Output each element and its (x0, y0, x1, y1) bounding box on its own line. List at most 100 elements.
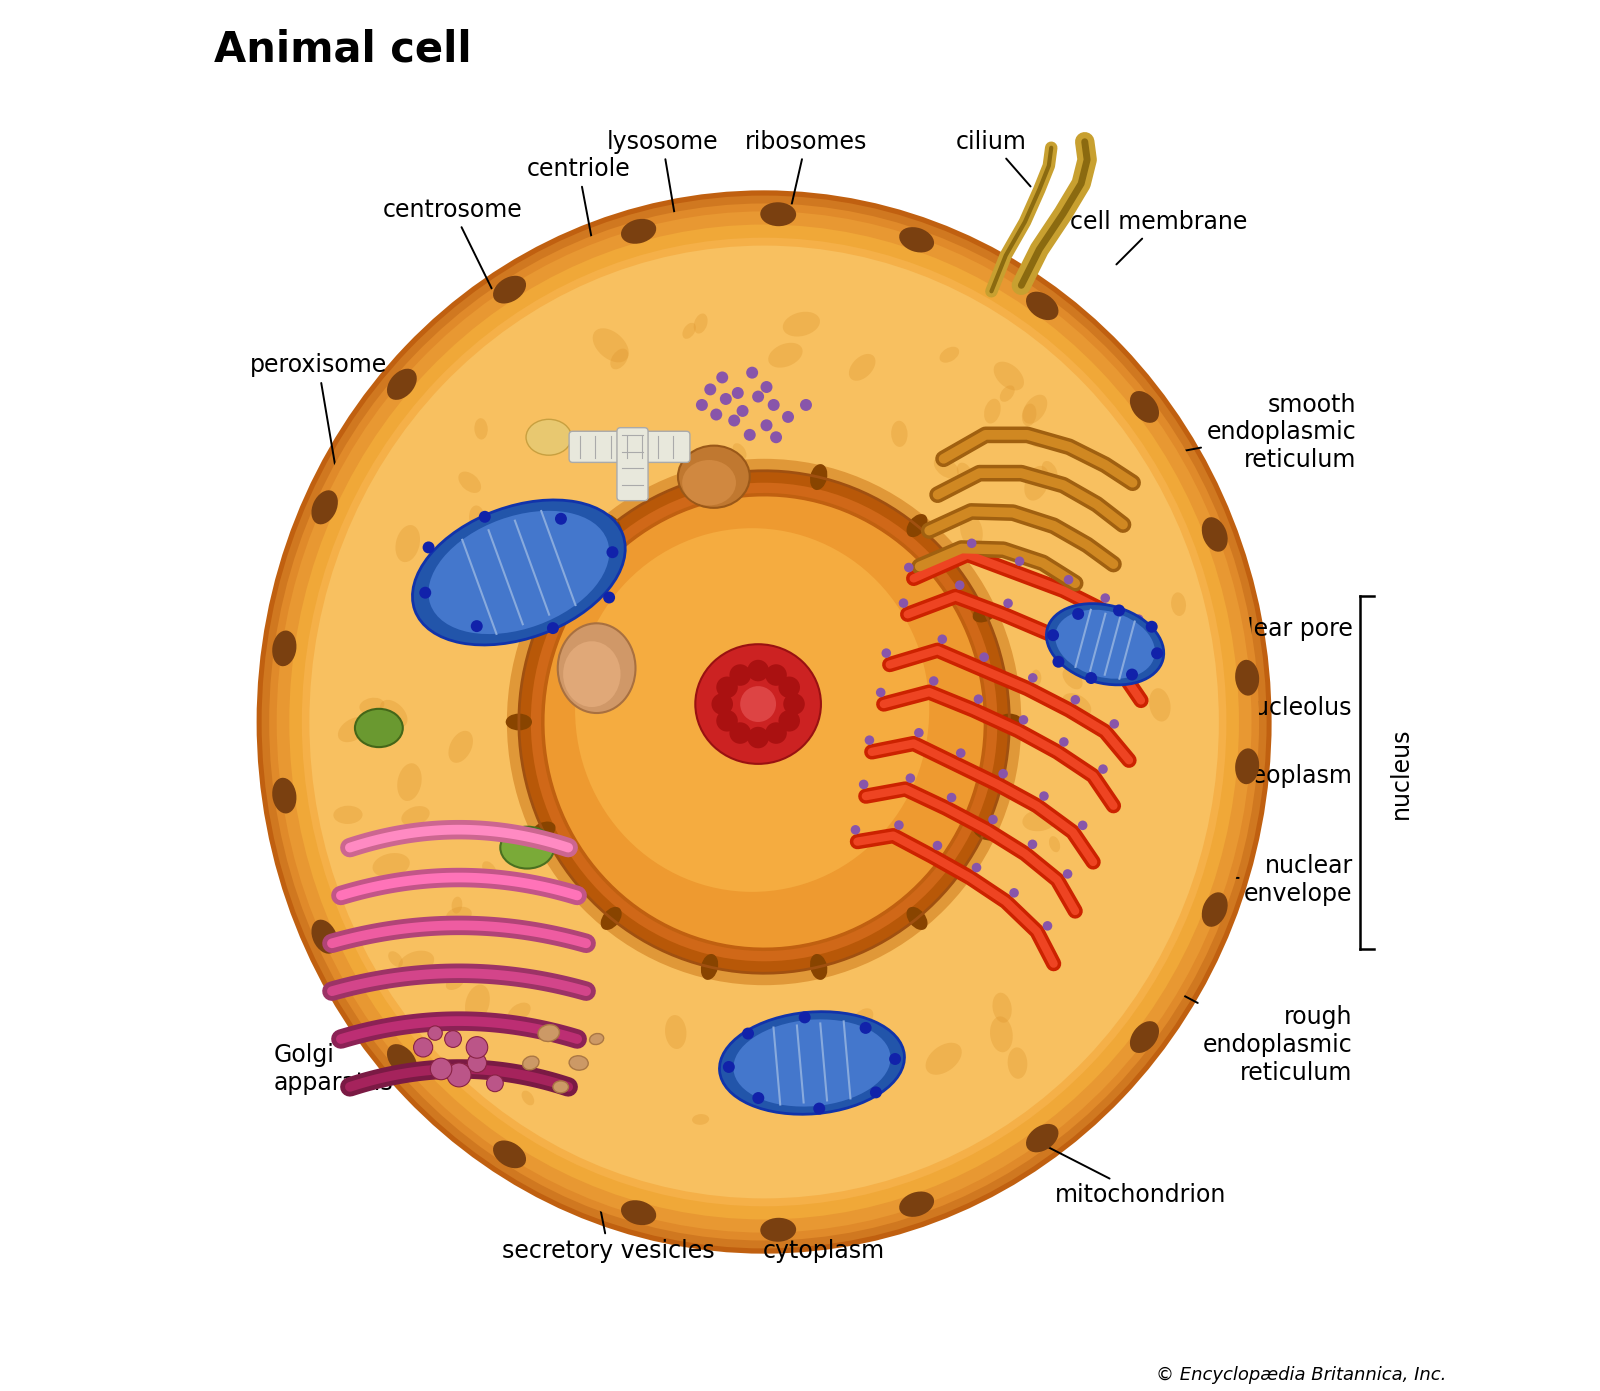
Circle shape (1146, 620, 1158, 633)
Circle shape (1096, 638, 1106, 648)
Ellipse shape (507, 1003, 531, 1022)
Ellipse shape (973, 604, 997, 622)
Circle shape (870, 1086, 882, 1099)
Ellipse shape (1000, 385, 1014, 402)
Ellipse shape (960, 513, 982, 548)
Ellipse shape (539, 839, 574, 860)
Circle shape (779, 676, 800, 698)
Text: peroxisome: peroxisome (250, 353, 387, 721)
Ellipse shape (379, 700, 408, 727)
Ellipse shape (976, 801, 1005, 819)
Ellipse shape (768, 342, 803, 367)
Ellipse shape (531, 483, 997, 961)
Ellipse shape (1096, 616, 1123, 654)
Circle shape (955, 580, 965, 590)
Ellipse shape (554, 1081, 568, 1093)
Ellipse shape (1130, 391, 1158, 423)
Ellipse shape (939, 346, 958, 363)
Ellipse shape (810, 465, 827, 490)
Circle shape (768, 399, 779, 410)
Ellipse shape (466, 985, 490, 1022)
Ellipse shape (1050, 836, 1061, 853)
Ellipse shape (272, 778, 296, 814)
Ellipse shape (973, 822, 997, 840)
Text: cytoplasm: cytoplasm (763, 1043, 885, 1263)
Ellipse shape (290, 224, 1238, 1220)
Circle shape (470, 620, 483, 632)
Ellipse shape (994, 362, 1024, 391)
Circle shape (1053, 655, 1064, 668)
Circle shape (974, 694, 984, 704)
Circle shape (747, 659, 770, 682)
Ellipse shape (1202, 892, 1227, 926)
Ellipse shape (469, 505, 485, 530)
Ellipse shape (760, 1217, 797, 1242)
Ellipse shape (621, 1200, 656, 1225)
Circle shape (1085, 672, 1098, 684)
Circle shape (947, 793, 957, 803)
Circle shape (930, 676, 939, 686)
Circle shape (1043, 921, 1053, 931)
Ellipse shape (373, 853, 410, 878)
Ellipse shape (526, 711, 541, 732)
Ellipse shape (1235, 748, 1259, 785)
Ellipse shape (387, 1045, 416, 1075)
Ellipse shape (518, 470, 1010, 974)
Ellipse shape (645, 668, 659, 680)
Ellipse shape (1026, 1124, 1059, 1152)
Text: nuclear pore: nuclear pore (995, 616, 1352, 641)
Circle shape (1128, 662, 1138, 672)
Ellipse shape (312, 490, 338, 524)
Ellipse shape (907, 515, 928, 537)
Ellipse shape (798, 479, 813, 492)
Ellipse shape (398, 950, 434, 975)
Circle shape (966, 538, 976, 548)
Text: nucleolus: nucleolus (819, 693, 1352, 719)
Ellipse shape (269, 203, 1259, 1241)
Circle shape (466, 1036, 488, 1059)
Ellipse shape (899, 1192, 934, 1217)
Circle shape (1027, 840, 1037, 849)
Circle shape (784, 693, 805, 715)
Ellipse shape (586, 530, 613, 568)
Text: smooth
endoplasmic
reticulum: smooth endoplasmic reticulum (1133, 392, 1357, 473)
Circle shape (446, 1063, 470, 1086)
Ellipse shape (1149, 689, 1171, 722)
Circle shape (555, 513, 566, 524)
Circle shape (955, 748, 965, 758)
Circle shape (467, 1053, 486, 1072)
Ellipse shape (397, 764, 422, 801)
Ellipse shape (693, 1114, 709, 1125)
Ellipse shape (696, 644, 821, 764)
Circle shape (717, 371, 728, 384)
Ellipse shape (600, 515, 622, 537)
Circle shape (875, 687, 885, 697)
Ellipse shape (1202, 517, 1227, 552)
Ellipse shape (1029, 435, 1046, 448)
Ellipse shape (522, 1091, 534, 1106)
Ellipse shape (997, 714, 1022, 730)
Ellipse shape (733, 444, 747, 460)
Circle shape (747, 726, 770, 748)
Text: cell membrane: cell membrane (1070, 210, 1248, 264)
Circle shape (1098, 764, 1107, 773)
Ellipse shape (682, 460, 736, 505)
Ellipse shape (1008, 1047, 1027, 1079)
Ellipse shape (429, 510, 610, 634)
Ellipse shape (776, 872, 803, 890)
Circle shape (720, 394, 731, 405)
Ellipse shape (458, 472, 482, 492)
Circle shape (1101, 594, 1110, 602)
Ellipse shape (451, 897, 462, 914)
Circle shape (752, 391, 765, 402)
Ellipse shape (1046, 604, 1163, 684)
Circle shape (419, 587, 432, 598)
Ellipse shape (1042, 460, 1058, 481)
Ellipse shape (448, 730, 474, 762)
Ellipse shape (302, 238, 1226, 1206)
Circle shape (933, 840, 942, 850)
Ellipse shape (957, 463, 973, 484)
Ellipse shape (538, 1025, 560, 1042)
Circle shape (882, 648, 891, 658)
Circle shape (782, 410, 794, 423)
